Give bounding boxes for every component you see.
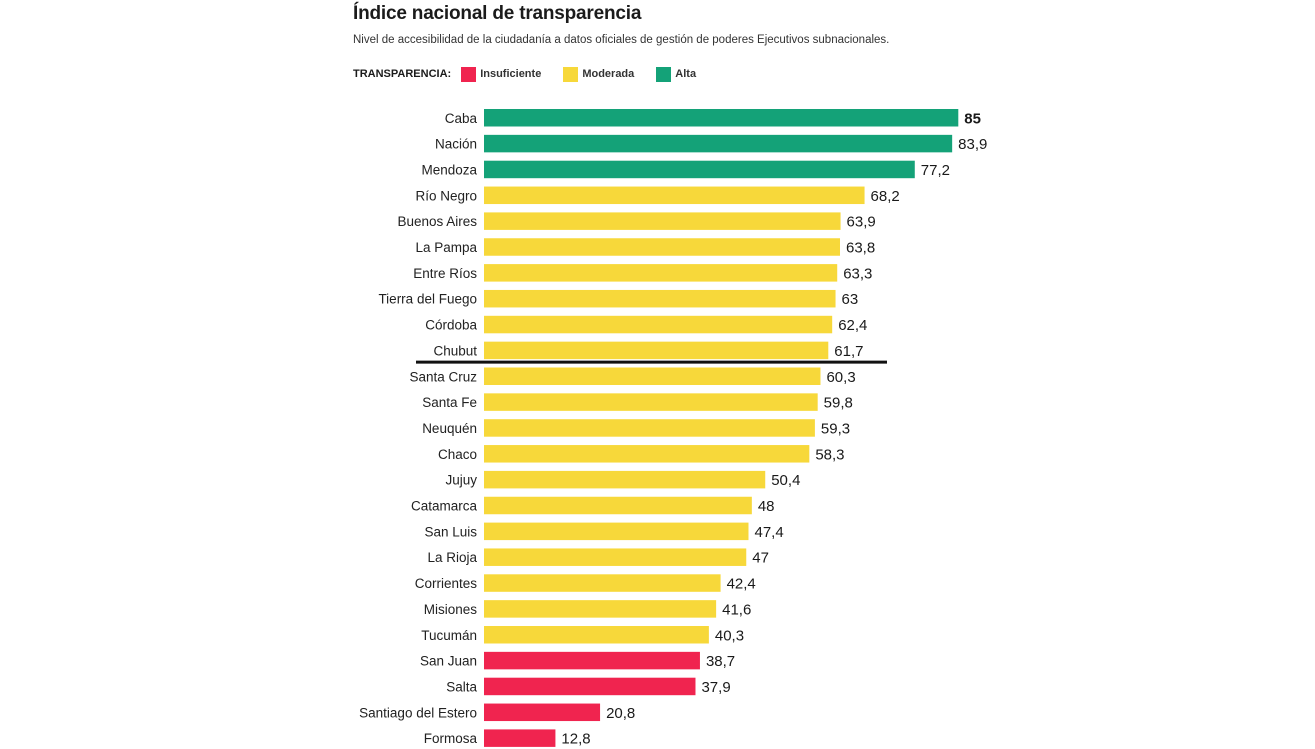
value-label-cordoba: 62,4: [838, 317, 867, 334]
bar-santa-cruz: [484, 367, 821, 385]
legend-item-alta: Alta: [656, 66, 697, 82]
category-label-san-juan: San Juan: [420, 654, 477, 669]
bar-entre-rios: [484, 264, 838, 282]
bar-jujuy: [484, 470, 766, 489]
legend-title: TRANSPARENCIA:: [353, 68, 452, 80]
value-label-neuquen: 59,3: [821, 420, 850, 437]
bar-mendoza: [484, 160, 915, 179]
bar-nacion: [484, 134, 953, 153]
bar-santiago-del-estero: [484, 703, 601, 722]
category-label-santa-fe: Santa Fe: [422, 395, 477, 410]
value-label-tucuman: 40,3: [715, 627, 744, 644]
category-label-chaco: Chaco: [438, 447, 477, 462]
category-label-chubut: Chubut: [433, 343, 477, 358]
legend: TRANSPARENCIA: Insuficiente Moderada Alt…: [353, 66, 718, 82]
category-label-rio-negro: Río Negro: [415, 188, 477, 203]
bar-rio-negro: [484, 186, 865, 205]
value-label-la-pampa: 63,8: [846, 240, 875, 257]
value-label-corrientes: 42,4: [727, 576, 756, 593]
bar-tucuman: [484, 626, 709, 644]
value-label-entre-rios: 63,3: [843, 265, 872, 282]
category-label-nacion: Nación: [435, 137, 477, 152]
value-label-san-juan: 38,7: [706, 653, 735, 670]
value-label-catamarca: 48: [758, 498, 775, 515]
category-label-tierra-del-fuego: Tierra del Fuego: [378, 292, 477, 307]
category-label-buenos-aires: Buenos Aires: [397, 214, 477, 229]
value-label-caba: 85: [964, 110, 981, 127]
value-label-nacion: 83,9: [958, 136, 987, 153]
category-label-santa-cruz: Santa Cruz: [409, 369, 477, 384]
value-label-tierra-del-fuego: 63: [842, 291, 859, 308]
legend-item-insuficiente: Insuficiente: [461, 66, 542, 82]
bar-catamarca: [484, 496, 752, 515]
bar-la-rioja: [484, 548, 747, 566]
chart-title: Índice nacional de transparencia: [353, 3, 642, 24]
legend-label-moderada: Moderada: [582, 68, 635, 80]
legend-swatch-moderada: [563, 66, 579, 82]
category-label-entre-rios: Entre Ríos: [413, 266, 477, 281]
value-label-salta: 37,9: [701, 679, 730, 696]
category-label-neuquen: Neuquén: [422, 421, 477, 436]
category-label-caba: Caba: [445, 111, 478, 126]
bar-chubut: [484, 341, 829, 360]
category-label-corrientes: Corrientes: [415, 576, 478, 591]
category-label-la-pampa: La Pampa: [415, 240, 477, 255]
category-label-cordoba: Córdoba: [425, 318, 477, 333]
bar-caba: [484, 109, 959, 127]
value-label-santa-fe: 59,8: [824, 395, 853, 412]
category-label-catamarca: Catamarca: [411, 499, 478, 514]
value-label-buenos-aires: 63,9: [847, 214, 876, 231]
category-label-misiones: Misiones: [424, 602, 478, 617]
category-label-jujuy: Jujuy: [445, 473, 477, 488]
category-label-mendoza: Mendoza: [421, 162, 477, 177]
value-label-chubut: 61,7: [834, 343, 863, 360]
bar-la-pampa: [484, 238, 841, 256]
value-label-la-rioja: 47: [752, 550, 769, 567]
legend-item-moderada: Moderada: [563, 66, 635, 82]
value-label-rio-negro: 68,2: [871, 188, 900, 205]
category-label-salta: Salta: [446, 679, 477, 694]
category-label-la-rioja: La Rioja: [427, 550, 477, 565]
value-label-santa-cruz: 60,3: [826, 369, 855, 386]
legend-label-insuficiente: Insuficiente: [480, 68, 542, 80]
legend-label-alta: Alta: [675, 68, 697, 80]
value-label-mendoza: 77,2: [921, 162, 950, 179]
category-label-santiago-del-estero: Santiago del Estero: [359, 705, 477, 720]
value-label-chaco: 58,3: [815, 446, 844, 463]
bar-neuquen: [484, 419, 815, 437]
category-label-san-luis: San Luis: [424, 524, 477, 539]
value-label-formosa: 12,8: [561, 731, 590, 748]
bar-chaco: [484, 445, 810, 463]
value-label-jujuy: 50,4: [771, 472, 800, 489]
category-label-formosa: Formosa: [424, 731, 478, 746]
bar-salta: [484, 677, 696, 696]
bar-buenos-aires: [484, 212, 841, 230]
bar-san-luis: [484, 522, 749, 541]
category-label-tucuman: Tucumán: [421, 628, 477, 643]
legend-swatch-insuficiente: [461, 66, 477, 82]
bar-formosa: [484, 729, 556, 747]
value-label-san-luis: 47,4: [754, 524, 783, 541]
bar-corrientes: [484, 574, 721, 592]
bar-tierra-del-fuego: [484, 289, 836, 308]
legend-swatch-alta: [656, 66, 672, 82]
bar-misiones: [484, 600, 717, 618]
value-label-santiago-del-estero: 20,8: [606, 705, 635, 722]
bar-cordoba: [484, 315, 833, 334]
bar-san-juan: [484, 651, 700, 670]
bar-santa-fe: [484, 393, 818, 411]
chart-subtitle: Nivel de accesibilidad de la ciudadanía …: [353, 34, 890, 46]
value-label-misiones: 41,6: [722, 601, 751, 618]
